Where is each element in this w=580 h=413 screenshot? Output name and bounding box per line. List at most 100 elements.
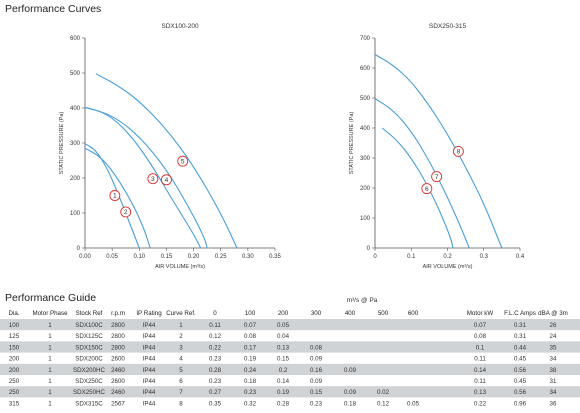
table-cell: 24 <box>550 333 557 340</box>
table-cell: 0.17 <box>244 344 257 351</box>
x-tick-label: 0 <box>373 254 377 260</box>
column-header: F.L.C Amps <box>504 310 536 317</box>
curve-marker-label-5: 5 <box>181 158 185 165</box>
y-tick-label: 200 <box>360 186 371 192</box>
x-tick-label: 0.3 <box>480 254 489 260</box>
table-cell: 200 <box>9 367 20 374</box>
column-header: 400 <box>345 310 356 317</box>
column-header: 300 <box>311 310 322 317</box>
x-tick-label: 0.15 <box>161 254 173 260</box>
table-cell: 0.14 <box>277 378 290 385</box>
curve-8 <box>374 54 503 249</box>
column-header: Stock Ref <box>76 310 103 317</box>
y-tick-label: 0 <box>77 246 81 252</box>
table-cell: SDX250HC <box>73 389 106 396</box>
curve-marker-label-2: 2 <box>124 209 128 216</box>
y-tick-label: 300 <box>360 156 371 162</box>
x-tick-label: 0.25 <box>215 254 227 260</box>
table-cell: 1 <box>48 344 52 351</box>
table-cell: 1 <box>48 333 52 340</box>
curve-marker-label-6: 6 <box>425 186 429 193</box>
table-cell: 0.35 <box>209 400 222 407</box>
table-cell: 0.11 <box>474 378 486 385</box>
column-header: Curve Ref. <box>166 310 196 317</box>
table-cell: IP44 <box>143 344 156 351</box>
table-cell: IP44 <box>143 356 156 363</box>
x-tick-label: 0.2 <box>443 254 452 260</box>
table-cell: 100 <box>9 322 20 329</box>
table-cell: SDX200HC <box>73 367 106 374</box>
table-cell: 3 <box>179 344 183 351</box>
table-cell: SDX250C <box>75 378 103 385</box>
table-cell: 2800 <box>111 344 125 351</box>
table-cell: IP44 <box>143 389 156 396</box>
pressure-header: m³/s @ Pa <box>347 297 378 304</box>
table-cell: 0.15 <box>277 356 290 363</box>
x-axis-label: AIR VOLUME (m³/s) <box>155 264 205 270</box>
column-header: Motor Phase <box>32 310 68 317</box>
table-cell: 200 <box>9 356 20 363</box>
curve-marker-6 <box>421 183 433 195</box>
performance-curves-title: Performance Curves <box>5 3 102 15</box>
table-cell: 0.08 <box>474 333 487 340</box>
table-cell: 250 <box>9 389 20 396</box>
table-cell: 0.09 <box>344 389 357 396</box>
curve-marker-1 <box>109 190 121 201</box>
table-cell: 0.22 <box>474 400 487 407</box>
table-cell: 0.56 <box>514 389 527 396</box>
y-tick-label: 100 <box>360 216 371 222</box>
curve-marker-4 <box>160 174 172 186</box>
performance-guide-table: m³/s @ Pa Dia. Motor Phase Stock Ref r.p.m IP… <box>0 297 580 407</box>
table-cell: 0.09 <box>344 367 357 374</box>
table-cell: SDX315C <box>75 400 103 407</box>
table-cell: IP44 <box>143 322 156 329</box>
table-cell: 0.56 <box>514 367 527 374</box>
curve-marker-label-1: 1 <box>113 193 117 200</box>
curve-marker-label-8: 8 <box>457 149 461 156</box>
x-tick-label: 0.1 <box>407 254 416 260</box>
table-cell: 0.05 <box>407 400 420 407</box>
y-tick-label: 400 <box>360 126 371 132</box>
table-cell: 2600 <box>111 378 125 385</box>
table-cell: SDX100C <box>75 322 103 329</box>
table-cell: 0.32 <box>244 400 257 407</box>
table-cell: 0.44 <box>514 344 527 351</box>
x-tick-label: 0.4 <box>516 254 525 260</box>
table-cell: 34 <box>550 389 557 396</box>
table-cell: IP44 <box>143 367 156 374</box>
x-tick-label: 0.35 <box>269 254 281 260</box>
curve-marker-label-7: 7 <box>435 174 439 181</box>
x-tick-label: 0.10 <box>133 254 145 260</box>
table-cell: 35 <box>550 344 557 351</box>
table-cell: IP44 <box>143 333 156 340</box>
column-header: 600 <box>408 310 419 317</box>
table-cell: 2460 <box>111 367 125 374</box>
table-cell: 0.13 <box>474 389 487 396</box>
curve-3 <box>84 106 202 249</box>
x-tick-label: 0.00 <box>79 254 91 260</box>
x-axis-label: AIR VOLUME (m³/s) <box>423 264 473 270</box>
table-cell: IP44 <box>143 400 156 407</box>
x-tick-label: 0.30 <box>242 254 254 260</box>
x-tick-label: 0.20 <box>188 254 200 260</box>
table-cell: 0.23 <box>310 400 323 407</box>
table-cell: 26 <box>550 322 557 329</box>
y-tick-label: 100 <box>70 211 81 217</box>
table-cell: 38 <box>550 367 557 374</box>
column-header: 0 <box>213 310 217 317</box>
curve-5 <box>95 73 238 249</box>
y-tick-label: 400 <box>70 106 81 112</box>
curve-6 <box>381 127 454 249</box>
table-cell: 34 <box>550 356 557 363</box>
table-cell: 0.12 <box>209 333 222 340</box>
y-tick-label: 200 <box>70 176 81 182</box>
table-cell: 0.05 <box>277 322 290 329</box>
table-cell: 1 <box>48 378 52 385</box>
table-cell: 1 <box>48 389 52 396</box>
table-cell: 2 <box>179 333 183 340</box>
performance-guide-title: Performance Guide <box>5 292 97 304</box>
curve-marker-5 <box>177 155 189 167</box>
column-header: dBA @ 3m <box>538 310 568 317</box>
table-cell: 0.2 <box>279 367 288 374</box>
table-cell: 0.16 <box>310 367 323 374</box>
